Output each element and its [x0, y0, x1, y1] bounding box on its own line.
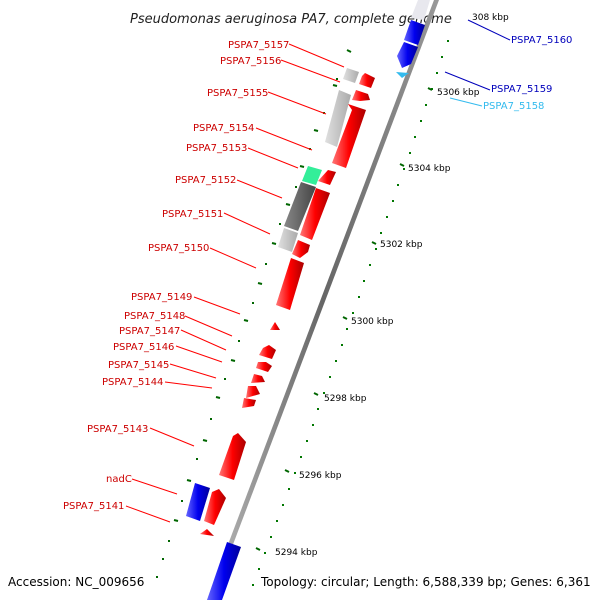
- gene-PSPA7_5149[interactable]: [270, 322, 280, 330]
- gene-label[interactable]: PSPA7_5147: [119, 326, 180, 337]
- gene-red-5150b[interactable]: [276, 258, 304, 310]
- scale-label: 5296 kbp: [299, 471, 342, 481]
- gene-label[interactable]: PSPA7_5155: [207, 88, 268, 99]
- gene-nadC[interactable]: [186, 483, 210, 521]
- gene-label[interactable]: PSPA7_5150: [148, 243, 209, 254]
- gene-PSPA7_5147[interactable]: [259, 345, 276, 359]
- right-gene-labels: PSPA7_5160 PSPA7_5159 PSPA7_5158: [483, 35, 572, 112]
- right-ticks: [255, 87, 433, 551]
- gene-bottom-blue[interactable]: [207, 542, 241, 600]
- gene-white-top: [411, 0, 430, 20]
- genome-summary-text: Topology: circular; Length: 6,588,339 bp…: [260, 575, 591, 589]
- gene-PSPA7_5151[interactable]: [278, 228, 298, 252]
- gene-PSPA7_5141[interactable]: [200, 529, 214, 536]
- left-gene-labels: PSPA7_5157 PSPA7_5156 PSPA7_5155 PSPA7_5…: [63, 40, 289, 512]
- accession-text: Accession: NC_009656: [8, 575, 144, 589]
- gene-label[interactable]: PSPA7_5160: [511, 35, 572, 46]
- gene-label[interactable]: PSPA7_5149: [131, 292, 192, 303]
- gene-red-5144b[interactable]: [242, 398, 256, 408]
- scale-label: 308 kbp: [472, 13, 509, 23]
- gene-PSPA7_5157[interactable]: [359, 73, 375, 88]
- gene-label[interactable]: PSPA7_5156: [220, 56, 281, 67]
- genes-right-strand: [396, 0, 430, 78]
- map-title: Pseudomonas aeruginosa PA7, complete gen…: [130, 12, 452, 27]
- left-dots: [156, 78, 338, 578]
- gene-label[interactable]: PSPA7_5152: [175, 175, 236, 186]
- gene-label[interactable]: PSPA7_5158: [483, 101, 544, 112]
- gene-red-5156[interactable]: [352, 90, 370, 101]
- right-dots: [252, 40, 449, 586]
- gene-label[interactable]: PSPA7_5159: [491, 84, 552, 95]
- right-leaders: [444, 19, 511, 107]
- gene-PSPA7_5160[interactable]: [404, 20, 425, 45]
- gene-PSPA7_5156[interactable]: [343, 68, 359, 83]
- scale-labels: 308 kbp 5306 kbp 5304 kbp 5302 kbp 5300 …: [275, 13, 509, 558]
- gene-label[interactable]: PSPA7_5145: [108, 360, 169, 371]
- scale-label: 5294 kbp: [275, 548, 318, 558]
- gene-label[interactable]: nadC: [106, 474, 132, 485]
- gene-PSPA7_5155[interactable]: [325, 90, 351, 147]
- gene-PSPA7_5154[interactable]: [318, 170, 336, 185]
- gene-PSPA7_5146[interactable]: [256, 362, 272, 372]
- gene-label[interactable]: PSPA7_5144: [102, 377, 163, 388]
- gene-PSPA7_5144[interactable]: [246, 386, 260, 398]
- gene-PSPA7_5153[interactable]: [302, 166, 322, 185]
- gene-label[interactable]: PSPA7_5141: [63, 501, 124, 512]
- gene-label[interactable]: PSPA7_5154: [193, 123, 254, 134]
- genes-red: [200, 73, 375, 536]
- gene-PSPA7_5143[interactable]: [219, 433, 246, 480]
- gene-label[interactable]: PSPA7_5153: [186, 143, 247, 154]
- scale-label: 5298 kbp: [324, 394, 367, 404]
- scale-label: 5304 kbp: [408, 164, 451, 174]
- gene-label[interactable]: PSPA7_5148: [124, 311, 185, 322]
- scale-label: 5302 kbp: [380, 240, 423, 250]
- gene-PSPA7_5152[interactable]: [284, 182, 316, 231]
- gene-label[interactable]: PSPA7_5157: [228, 40, 289, 51]
- gene-PSPA7_5159[interactable]: [397, 42, 418, 68]
- gene-PSPA7_5145[interactable]: [251, 374, 265, 383]
- backbone: [207, 0, 439, 600]
- gene-label[interactable]: PSPA7_5143: [87, 424, 148, 435]
- left-ticks: [173, 49, 352, 522]
- gene-PSPA7_5150[interactable]: [292, 240, 310, 258]
- gene-label[interactable]: PSPA7_5146: [113, 342, 174, 353]
- gene-label[interactable]: PSPA7_5151: [162, 209, 223, 220]
- left-leaders: [125, 43, 345, 523]
- gene-PSPA7_5158[interactable]: [396, 72, 409, 78]
- scale-label: 5300 kbp: [351, 317, 394, 327]
- scale-label: 5306 kbp: [437, 88, 480, 98]
- gene-PSPA7_5141-red[interactable]: [204, 489, 226, 525]
- gene-red-5155[interactable]: [332, 104, 366, 168]
- gene-red-5151[interactable]: [300, 188, 330, 240]
- genes-left-strand: [186, 68, 359, 600]
